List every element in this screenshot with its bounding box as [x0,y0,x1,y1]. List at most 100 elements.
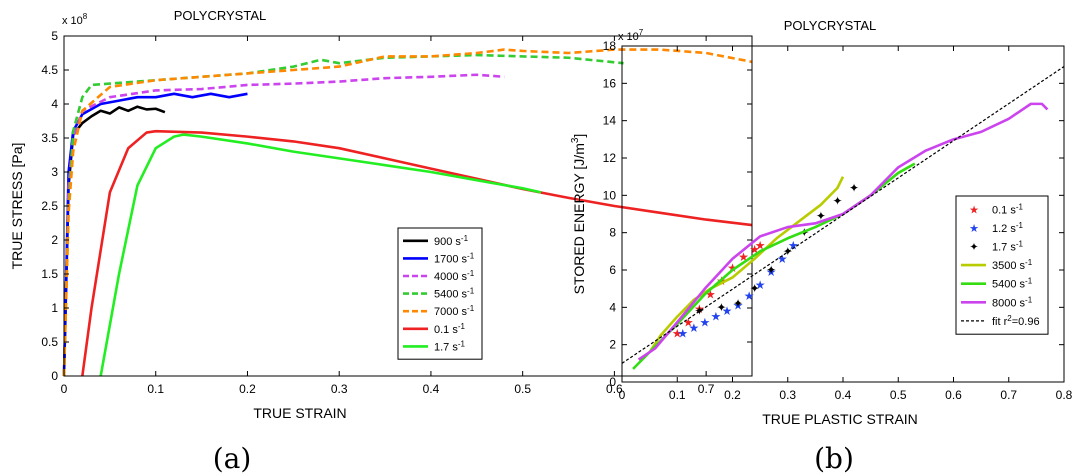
chart-a-ylabel: TRUE STRESS [Pa] [9,143,25,270]
legend-label: 0.1 s-1 [992,202,1024,216]
y-tick-label: 3 [51,165,58,179]
data-point: ★ [727,261,738,275]
chart-a-legend: 900 s-1 1700 s-1 4000 s-1 5400 s-1 7000 s-1 0… [397,227,483,360]
data-point: ✦ [816,209,826,223]
data-point: ★ [788,239,799,253]
y-tick-label: 18 [603,39,617,53]
legend-label: 4000 s-1 [434,269,475,283]
chart-b-multiplier: x 107 [618,28,644,43]
legend-label: 5400 s-1 [434,287,475,301]
data-point: ★ [777,252,788,266]
chart-b-title: POLYCRYSTAL [784,18,876,33]
y-tick-label: 8 [609,226,616,240]
x-tick-label: 0.1 [669,388,686,402]
x-tick-label: 0.6 [606,382,623,396]
chart-b-ylabel: STORED ENERGY [J/m3] [570,134,587,295]
y-tick-label: 14 [603,114,617,128]
data-point: ★ [744,289,755,303]
series-1700-s-1 [62,92,248,377]
series-0-1-s-5 [81,129,753,377]
data-point: ★ [672,326,683,340]
x-tick-label: 0.4 [835,388,852,402]
x-tick-label: 0.7 [1000,388,1017,402]
data-point: ✦ [766,263,776,277]
data-point: ★ [755,278,766,292]
chart-b-legend: ★ 0.1 s-1 ★ 1.2 s-1 ✦ 1.7 s-1 3500 s-1 5400 s-1… [955,195,1049,335]
x-tick-label: 0 [61,382,68,396]
y-tick-label: 2.5 [41,199,58,213]
legend-marker: ✦ [969,242,978,254]
series-7000-s-4 [62,48,753,377]
y-tick-label: 0 [609,375,616,389]
legend-label: 5400 s-1 [992,277,1033,291]
caption-a: (a) [213,442,252,475]
chart-a-title: POLYCRYSTAL [174,8,266,23]
data-point: ★ [733,298,744,312]
x-tick-label: 0.2 [239,382,256,396]
legend-label: 1.7 s-1 [434,339,466,353]
chart-a-xlabel: TRUE STRAIN [253,405,346,421]
chart-b-xlabel: TRUE PLASTIC STRAIN [762,411,918,427]
data-point: ★ [694,302,705,316]
y-tick-label: 2 [609,338,616,352]
data-point: ★ [677,326,688,340]
x-tick-label: 0.6 [945,388,962,402]
data-point: ★ [683,315,694,329]
chart-a: POLYCRYSTAL x 108 0 0.1 0.2 0.3 0.4 0.5 0.6 0.7… [9,8,753,475]
legend-label: fit r2=0.96 [992,314,1040,328]
data-point: ★ [755,239,766,253]
data-point: ✦ [832,194,842,208]
series-8000-s-5 [637,102,1049,361]
x-tick-label: 0.3 [779,388,796,402]
y-tick-label: 10 [603,188,617,202]
y-tick-label: 4 [609,300,616,314]
y-tick-label: 5 [51,29,58,43]
y-tick-label: 12 [603,151,617,165]
legend-label: 1.7 s-1 [992,240,1024,254]
data-point: ★ [749,242,760,256]
y-tick-label: 1 [51,301,58,315]
y-tick-label: 1.5 [41,267,58,281]
x-tick-label: 0.5 [890,388,907,402]
data-point: ★ [722,304,733,318]
y-tick-label: 6 [609,263,616,277]
legend-marker: ★ [969,204,979,216]
data-point: ★ [738,250,749,264]
series-fit-r-6 [621,66,1065,364]
x-tick-label: 0.7 [698,382,715,396]
x-tick-label: 0.2 [724,388,741,402]
legend-label: 8000 s-1 [992,295,1033,309]
y-tick-label: 16 [603,76,617,90]
legend-marker: ★ [969,223,979,235]
y-tick-label: 4.5 [41,63,58,77]
data-point: ★ [705,287,716,301]
legend-label: 1700 s-1 [434,251,475,265]
data-point: ✦ [716,300,726,314]
data-point: ✦ [733,297,743,311]
y-tick-label: 0.5 [41,335,58,349]
series-3500-s-3 [648,176,845,353]
data-point: ★ [711,310,722,324]
legend-label: 1.2 s-1 [992,221,1024,235]
y-tick-label: 3.5 [41,131,58,145]
caption-b: (b) [814,442,854,475]
x-tick-label: 0.8 [1056,388,1073,402]
data-point: ★ [699,315,710,329]
data-point: ✦ [849,181,859,195]
x-tick-label: 0 [619,388,626,402]
data-point: ★ [688,321,699,335]
chart-b: POLYCRYSTAL x 107 ★★★★★★★★★★ ★ ★ ★ ★ ★★★★★★✦ ✦… [570,18,1073,475]
series-4000-s-2 [62,73,505,377]
legend-label: 900 s-1 [434,234,469,248]
data-point: ✦ [750,282,760,296]
x-tick-label: 0.3 [331,382,348,396]
y-tick-label: 0 [51,369,58,383]
y-tick-label: 4 [51,97,58,111]
x-tick-label: 0.4 [423,382,440,396]
series-1-7-s-6 [99,133,542,377]
series-1-2-s-1: ★ ★ ★ ★ ★ ★★★★★★ [677,239,798,341]
legend-label: 7000 s-1 [434,304,475,318]
data-point: ✦ [694,304,704,318]
y-tick-label: 2 [51,233,58,247]
